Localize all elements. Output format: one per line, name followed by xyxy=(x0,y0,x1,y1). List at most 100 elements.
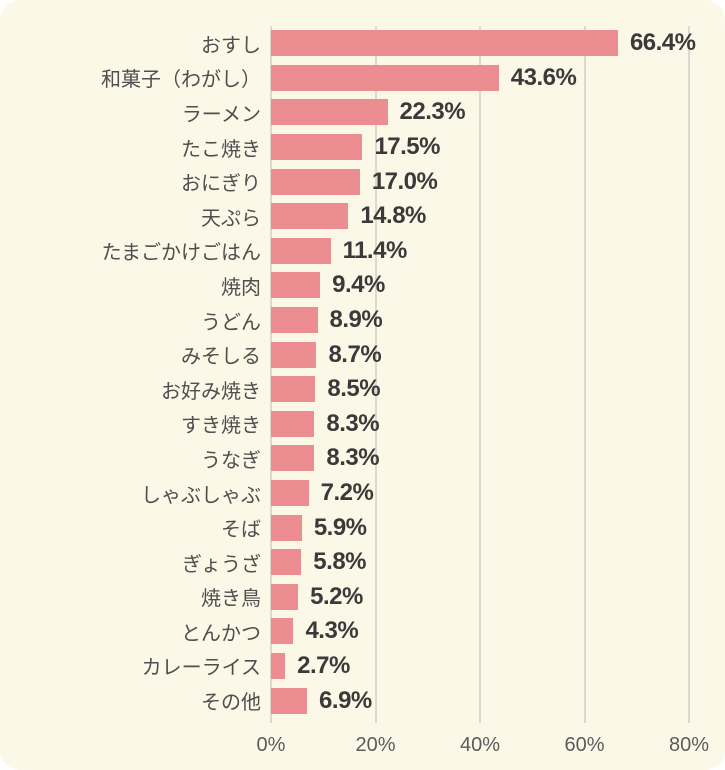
bar-row: 天ぷら 14.8% xyxy=(0,199,725,234)
bar xyxy=(271,237,331,264)
category-label: うなぎ xyxy=(201,449,261,472)
value-label: 8.3% xyxy=(326,444,380,472)
category-label: うどん xyxy=(201,311,261,334)
category-label: みそしる xyxy=(181,346,261,369)
bar-row: その他 6.9% xyxy=(0,683,725,718)
bar-track: 17.0% xyxy=(271,164,689,199)
value-label: 14.8% xyxy=(360,202,426,230)
gridline xyxy=(270,26,272,723)
category-label: おにぎり xyxy=(181,173,261,196)
bar xyxy=(271,272,321,299)
category-label: 焼肉 xyxy=(221,276,261,299)
bar-row: 和菓子（わがし） 43.6% xyxy=(0,61,725,96)
category-label: ラーメン xyxy=(181,103,261,126)
bar-track: 11.4% xyxy=(271,234,689,269)
bar xyxy=(271,99,388,126)
value-label: 8.5% xyxy=(327,375,381,403)
bar-track: 17.5% xyxy=(271,130,689,165)
value-label: 11.4% xyxy=(342,236,408,264)
bar-track: 8.5% xyxy=(271,372,689,407)
bar-track: 5.2% xyxy=(271,580,689,615)
bar xyxy=(271,168,360,195)
bar xyxy=(271,652,286,679)
bar-row: おにぎり 17.0% xyxy=(0,164,725,199)
value-label: 17.5% xyxy=(374,133,440,161)
category-label: 焼き鳥 xyxy=(201,588,261,611)
bar-row: すき焼き 8.3% xyxy=(0,407,725,442)
gridline xyxy=(479,26,481,723)
bar-row: みそしる 8.7% xyxy=(0,337,725,372)
category-label: とんかつ xyxy=(181,622,261,645)
x-tick-label: 60% xyxy=(564,734,605,756)
bar-track: 22.3% xyxy=(271,95,689,130)
bar-row: うどん 8.9% xyxy=(0,303,725,338)
bar-rows: おすし 66.4% 和菓子（わがし） 43.6% ラーメン 22.3% たこ焼き 17.5% お… xyxy=(0,26,725,718)
bar-row: ラーメン 22.3% xyxy=(0,95,725,130)
bar xyxy=(271,445,315,472)
value-label: 8.3% xyxy=(326,409,380,437)
bar-row: お好み焼き 8.5% xyxy=(0,372,725,407)
bar xyxy=(271,514,302,541)
category-label: おすし xyxy=(201,34,261,57)
value-label: 9.4% xyxy=(332,271,385,299)
gridline xyxy=(583,26,586,723)
bar-row: カレーライス 2.7% xyxy=(0,649,725,684)
bar xyxy=(271,549,302,576)
value-label: 43.6% xyxy=(510,63,577,91)
bar-track: 66.4% xyxy=(271,26,696,61)
bar xyxy=(271,64,499,91)
category-label: たまごかけごはん xyxy=(101,242,261,265)
bar-track: 2.7% xyxy=(271,649,689,684)
bar-track: 9.4% xyxy=(271,268,689,303)
bar-row: そば 5.9% xyxy=(0,510,725,545)
bar xyxy=(271,410,315,437)
bar-track: 8.7% xyxy=(271,337,689,372)
category-label: その他 xyxy=(201,692,261,715)
category-label: たこ焼き xyxy=(181,138,261,161)
value-label: 8.9% xyxy=(329,306,383,334)
bar-track: 4.3% xyxy=(271,614,689,649)
bar xyxy=(271,583,299,610)
bar-row: 焼き鳥 5.2% xyxy=(0,580,725,615)
value-label: 4.3% xyxy=(305,617,359,645)
bar-track: 6.9% xyxy=(271,683,689,718)
bar-track: 14.8% xyxy=(271,199,689,234)
bar xyxy=(271,30,618,57)
bar-track: 8.3% xyxy=(271,407,689,442)
bar-row: しゃぶしゃぶ 7.2% xyxy=(0,476,725,511)
bar xyxy=(271,341,317,368)
x-axis: 0% 20% 40% 60% 80% xyxy=(257,734,709,760)
value-label: 22.3% xyxy=(399,98,466,126)
bar xyxy=(271,376,316,403)
bar-track: 5.8% xyxy=(271,545,689,580)
gridlines xyxy=(270,26,690,723)
bar xyxy=(271,307,318,334)
bar-track: 5.9% xyxy=(271,510,689,545)
bar xyxy=(271,618,294,645)
bar xyxy=(271,134,363,161)
bar xyxy=(271,480,309,507)
bar-track: 7.2% xyxy=(271,476,689,511)
bar-track: 43.6% xyxy=(271,61,689,96)
value-label: 17.0% xyxy=(371,167,438,195)
value-label: 5.9% xyxy=(313,513,367,541)
gridline xyxy=(688,26,690,723)
category-label: すき焼き xyxy=(181,415,261,438)
bar xyxy=(271,687,308,714)
x-tick-label: 20% xyxy=(355,734,396,756)
value-label: 66.4% xyxy=(629,29,696,57)
category-label: 天ぷら xyxy=(201,207,261,230)
bar-row: おすし 66.4% xyxy=(0,26,725,61)
x-tick-label: 80% xyxy=(668,734,710,756)
bar-track: 8.9% xyxy=(271,303,689,338)
value-label: 6.9% xyxy=(319,686,372,714)
category-label: 和菓子（わがし） xyxy=(101,69,261,92)
x-tick-label: 40% xyxy=(459,734,501,756)
value-label: 5.8% xyxy=(313,548,366,576)
bar-row: たまごかけごはん 11.4% xyxy=(0,234,725,269)
category-label: しゃぶしゃぶ xyxy=(141,484,261,507)
bar-row: 焼肉 9.4% xyxy=(0,268,725,303)
category-label: ぎょうざ xyxy=(182,553,261,576)
